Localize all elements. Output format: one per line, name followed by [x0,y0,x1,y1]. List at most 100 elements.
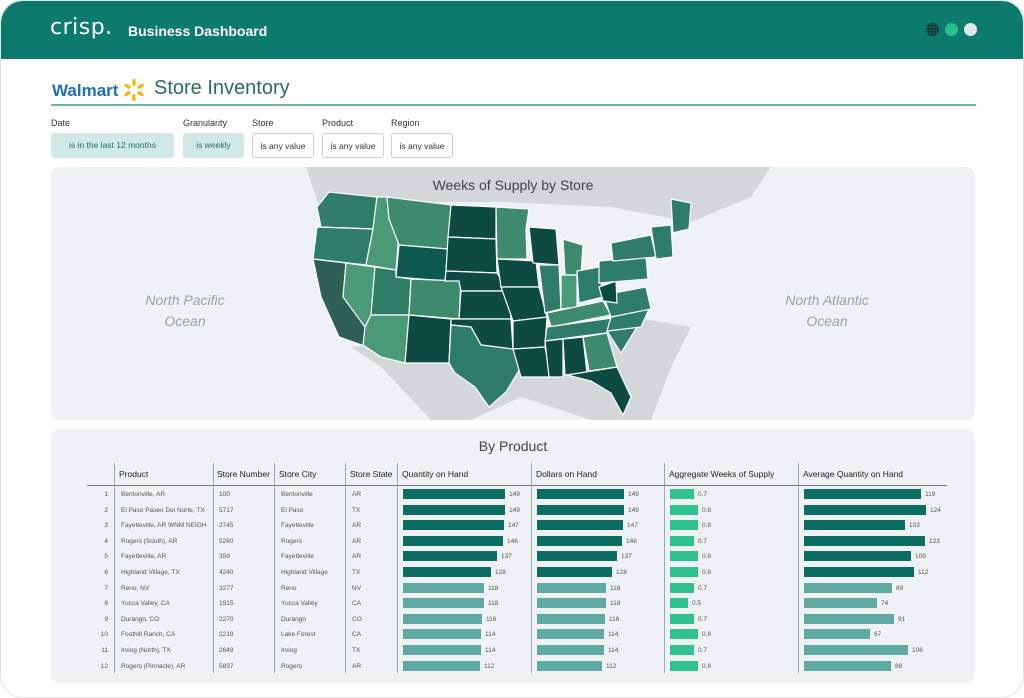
table-cell[interactable]: El Paso Paseo Del Norte, TX [121,506,205,514]
bar-mark[interactable] [804,489,921,499]
table-cell[interactable]: Lake Forest [281,631,316,639]
bar-mark[interactable] [804,660,891,671]
filter-region-value[interactable]: is any value [391,133,453,158]
table-cell[interactable]: AR [352,522,362,530]
table-cell[interactable]: Durango, CO [121,615,160,623]
table-cell[interactable]: 4240 [219,569,234,576]
table-cell[interactable]: Irving [281,647,297,654]
filter-date-value[interactable]: is in the last 12 months [51,133,174,158]
table-cell[interactable]: Rogers [281,662,302,670]
crisp-logo[interactable]: crisp. [50,15,113,40]
table-cell[interactable]: CO [352,615,362,623]
bar-mark[interactable] [537,582,606,593]
table-cell[interactable]: 100 [219,491,230,498]
bar-mark[interactable] [403,660,480,671]
table-cell[interactable]: Yucca Valley, CA [121,600,170,608]
table-cell[interactable]: 5717 [219,506,234,514]
bar-mark[interactable] [804,551,911,562]
column-header[interactable]: Aggregate Weeks of Supply [669,469,775,479]
table-cell[interactable]: Bentonville [281,491,313,498]
us-map[interactable] [51,167,975,420]
table-cell[interactable]: 2218 [219,631,234,639]
bar-mark[interactable] [670,567,698,577]
bar-mark[interactable] [804,613,894,624]
bar-mark[interactable] [537,660,602,671]
bar-mark[interactable] [403,582,484,593]
filter-granularity-value[interactable]: is weekly [183,133,244,158]
table-cell[interactable]: Highland Village, TX [121,569,180,576]
table-cell[interactable]: TX [352,647,361,654]
bar-mark[interactable] [804,567,914,577]
table-cell[interactable]: Fayetteville [281,522,314,530]
filter-store-value[interactable]: is any value [252,133,314,158]
bar-mark[interactable] [537,613,605,624]
table-cell[interactable]: Highland Village [281,569,328,576]
table-cell[interactable]: Rogers (Pinnacle), AR [121,662,186,670]
dot-dark-icon[interactable] [926,23,939,36]
bar-mark[interactable] [403,567,491,577]
table-cell[interactable]: Fayetteville, AR [121,553,167,561]
bar-mark[interactable] [670,520,698,531]
bar-mark[interactable] [537,598,606,609]
bar-mark[interactable] [804,645,908,655]
column-header[interactable]: Product [119,469,149,479]
bar-mark[interactable] [537,520,623,531]
table-cell[interactable]: Durango [281,615,306,623]
bar-mark[interactable] [670,645,694,655]
table-cell[interactable]: 2270 [219,615,234,623]
dot-green-icon[interactable] [945,23,958,36]
table-cell[interactable]: Bentonville, AR [121,491,166,498]
bar-mark[interactable] [403,504,505,515]
bar-mark[interactable] [403,520,504,531]
table-cell[interactable]: Reno, NV [121,584,150,592]
table-cell[interactable]: TX [352,569,361,576]
table-cell[interactable]: Fayetteville, AR WNM NEIGH [121,522,207,530]
table-cell[interactable]: TX [352,506,361,514]
bar-mark[interactable] [804,504,926,515]
dot-light-icon[interactable] [964,23,977,36]
bar-mark[interactable] [670,551,698,562]
bar-mark[interactable] [537,645,604,655]
bar-mark[interactable] [403,629,481,640]
bar-mark[interactable] [403,598,484,609]
bar-mark[interactable] [670,582,694,593]
table-cell[interactable]: Fayetteville [281,553,314,561]
table-cell[interactable]: 5837 [219,662,234,670]
bar-mark[interactable] [537,629,604,640]
bar-mark[interactable] [403,645,481,655]
table-cell[interactable]: El Paso [281,506,304,514]
column-header[interactable]: Dollars on Hand [536,469,597,479]
bar-mark[interactable] [537,489,624,499]
table-cell[interactable]: CA [352,600,362,608]
table-cell[interactable]: 3277 [219,584,234,592]
table-cell[interactable]: Rogers [281,537,302,545]
column-header[interactable]: Quantity on Hand [402,469,469,479]
bar-mark[interactable] [804,520,905,531]
bar-mark[interactable] [804,535,925,546]
bar-mark[interactable] [403,489,505,499]
bar-mark[interactable] [670,629,698,640]
bar-mark[interactable] [804,582,892,593]
table-cell[interactable]: CA [352,631,362,639]
bar-mark[interactable] [670,613,694,624]
bar-mark[interactable] [403,535,503,546]
bar-mark[interactable] [403,613,482,624]
bar-mark[interactable] [670,660,698,671]
table-cell[interactable]: AR [352,553,362,561]
bar-mark[interactable] [537,535,622,546]
bar-mark[interactable] [670,489,694,499]
table-cell[interactable]: 1915 [219,600,234,608]
column-header[interactable]: Store Number [217,469,270,479]
table-cell[interactable]: 5260 [219,537,234,545]
column-header[interactable]: Store City [279,469,317,479]
table-cell[interactable]: Reno [281,584,297,592]
table-cell[interactable]: 2649 [219,647,234,654]
bar-mark[interactable] [804,598,877,609]
bar-mark[interactable] [670,598,688,609]
table-cell[interactable]: 2745 [219,522,234,530]
table-cell[interactable]: Yucca Valley [281,600,318,608]
table-cell[interactable]: Rogers (South), AR [121,537,178,545]
table-cell[interactable]: Foothill Ranch, CA [121,631,176,639]
table-cell[interactable]: 359 [219,553,230,561]
bar-mark[interactable] [804,629,870,640]
